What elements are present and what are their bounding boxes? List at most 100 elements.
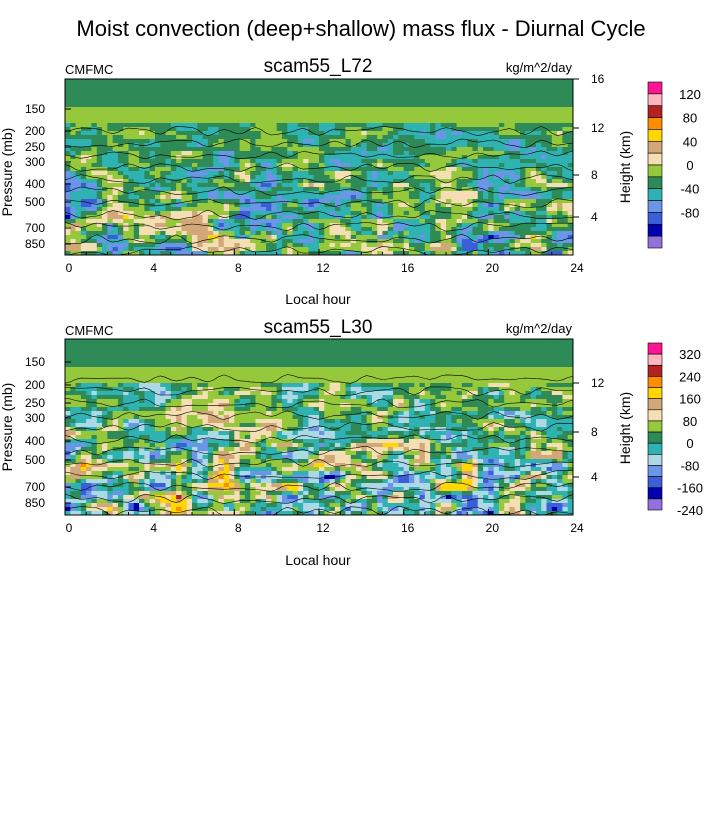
contour-cell: [488, 159, 495, 164]
contour-cell: [139, 247, 145, 252]
contour-cell: [271, 83, 278, 88]
contour-cell: [498, 183, 505, 188]
contour-cell: [313, 119, 320, 124]
contour-cell: [557, 131, 564, 136]
contour-cell: [340, 79, 347, 84]
contour-cell: [218, 103, 225, 108]
contour-cell: [382, 155, 389, 160]
contour-cell: [403, 215, 410, 220]
contour-cell: [303, 339, 310, 344]
contour-cell: [154, 243, 161, 248]
contour-cell: [149, 231, 156, 236]
contour-cell: [324, 127, 331, 132]
contour-cell: [239, 183, 246, 188]
contour-cell: [446, 115, 452, 120]
contour-cell: [213, 171, 220, 176]
contour-cell: [234, 223, 241, 228]
contour-cell: [440, 135, 447, 140]
contour-cell: [154, 123, 161, 128]
contour-cell: [535, 151, 542, 156]
contour-cell: [414, 347, 421, 352]
contour-cell: [446, 159, 452, 164]
contour-cell: [446, 107, 452, 112]
contour-cell: [493, 187, 500, 192]
contour-cell: [514, 211, 521, 216]
contour-cell: [446, 131, 452, 136]
contour-cell: [398, 339, 405, 344]
contour-cell: [567, 103, 573, 108]
contour-cell: [123, 115, 130, 120]
contour-cell: [345, 231, 352, 236]
contour-cell: [377, 107, 384, 112]
contour-cell: [281, 179, 288, 184]
contour-cell: [117, 175, 124, 180]
contour-cell: [350, 243, 357, 248]
contour-cell: [234, 139, 241, 144]
contour-cell: [229, 183, 235, 188]
contour-cell: [377, 187, 384, 192]
contour-cell: [467, 159, 474, 164]
contour-cell: [202, 187, 209, 192]
contour-cell: [356, 363, 362, 368]
contour-cell: [123, 231, 130, 236]
contour-cell: [345, 251, 352, 255]
contour-cell: [80, 363, 87, 368]
contour-cell: [535, 143, 542, 148]
contour-cell: [223, 79, 230, 84]
contour-cell: [170, 103, 177, 108]
contour-cell: [498, 131, 505, 136]
contour-cell: [213, 99, 220, 104]
contour-cell: [244, 247, 251, 252]
contour-cell: [398, 151, 405, 156]
contour-cell: [377, 347, 384, 352]
contour-cell: [287, 355, 294, 360]
contour-cell: [350, 347, 357, 352]
contour-cell: [192, 363, 198, 368]
contour-cell: [408, 131, 415, 136]
contour-cell: [424, 91, 431, 96]
contour-cell: [160, 95, 167, 100]
contour-cell: [562, 351, 569, 356]
contour-cell: [382, 159, 389, 164]
contour-cell: [96, 175, 103, 180]
contour-cell: [197, 195, 204, 200]
contour-cell: [281, 235, 288, 240]
contour-cell: [80, 91, 87, 96]
contour-cell: [250, 119, 257, 124]
contour-cell: [430, 183, 437, 188]
contour-cell: [361, 223, 368, 228]
contour-cell: [483, 127, 489, 132]
contour-cell: [567, 179, 573, 184]
contour-cell: [509, 211, 516, 216]
contour-cell: [403, 363, 410, 368]
contour-cell: [520, 79, 526, 84]
contour-cell: [509, 79, 516, 84]
contour-cell: [91, 195, 98, 200]
contour-cell: [244, 155, 251, 160]
contour-cell: [440, 147, 447, 152]
contour-cell: [255, 183, 262, 188]
contour-cell: [255, 199, 262, 204]
contour-cell: [170, 83, 177, 88]
contour-cell: [117, 251, 124, 255]
contour-cell: [86, 119, 93, 124]
contour-cell: [192, 163, 198, 168]
contour-cell: [239, 83, 246, 88]
contour-cell: [446, 167, 452, 172]
contour-cell: [366, 107, 373, 112]
contour-cell: [223, 119, 230, 124]
contour-cell: [96, 87, 103, 92]
contour-cell: [65, 191, 71, 196]
contour-cell: [424, 115, 431, 120]
contour-cell: [371, 83, 378, 88]
contour-cell: [435, 107, 442, 112]
contour-cell: [525, 243, 532, 248]
contour-cell: [255, 363, 262, 368]
contour-cell: [144, 231, 151, 236]
contour-cell: [525, 147, 532, 152]
contour-cell: [123, 175, 130, 180]
contour-cell: [340, 339, 347, 344]
contour-cell: [107, 207, 114, 212]
contour-cell: [377, 207, 384, 212]
contour-cell: [213, 155, 220, 160]
